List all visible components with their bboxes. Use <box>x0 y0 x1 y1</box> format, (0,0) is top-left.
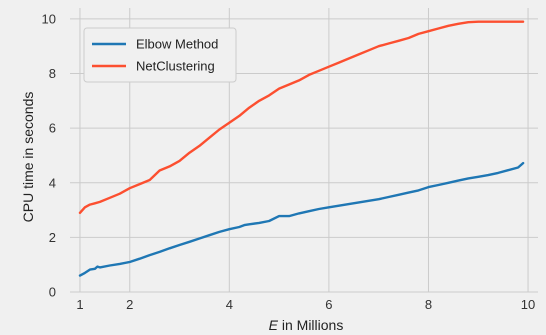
series-line-netclustering <box>78 20 525 215</box>
x-tick-label: 10 <box>521 297 535 312</box>
x-tick-label: 8 <box>425 297 432 312</box>
x-tick-label: 1 <box>76 297 83 312</box>
tick-labels: 1 2 4 6 8 10 0 2 4 6 8 10 <box>42 11 536 312</box>
y-tick-label: 10 <box>42 11 56 26</box>
y-tick-label: 6 <box>49 121 56 136</box>
x-axis-label-var: E <box>269 317 279 333</box>
series-line-elbow-method <box>78 161 525 277</box>
x-tick-label: 6 <box>325 297 332 312</box>
legend-label-elbow-method: Elbow Method <box>136 37 218 52</box>
series-lines <box>78 20 525 277</box>
x-axis-label: E in Millions <box>269 317 344 333</box>
x-tick-label: 2 <box>126 297 133 312</box>
legend-box <box>83 27 237 83</box>
y-tick-label: 8 <box>49 66 56 81</box>
y-tick-label: 2 <box>49 230 56 245</box>
x-axis-label-rest: in Millions <box>278 317 343 333</box>
y-axis-label: CPU time in seconds <box>20 92 36 223</box>
legend-label-netclustering: NetClustering <box>136 59 215 74</box>
x-tick-label: 4 <box>226 297 233 312</box>
y-tick-label: 4 <box>49 175 56 190</box>
legend: Elbow Method NetClustering <box>83 27 237 83</box>
y-tick-label: 0 <box>49 285 56 300</box>
